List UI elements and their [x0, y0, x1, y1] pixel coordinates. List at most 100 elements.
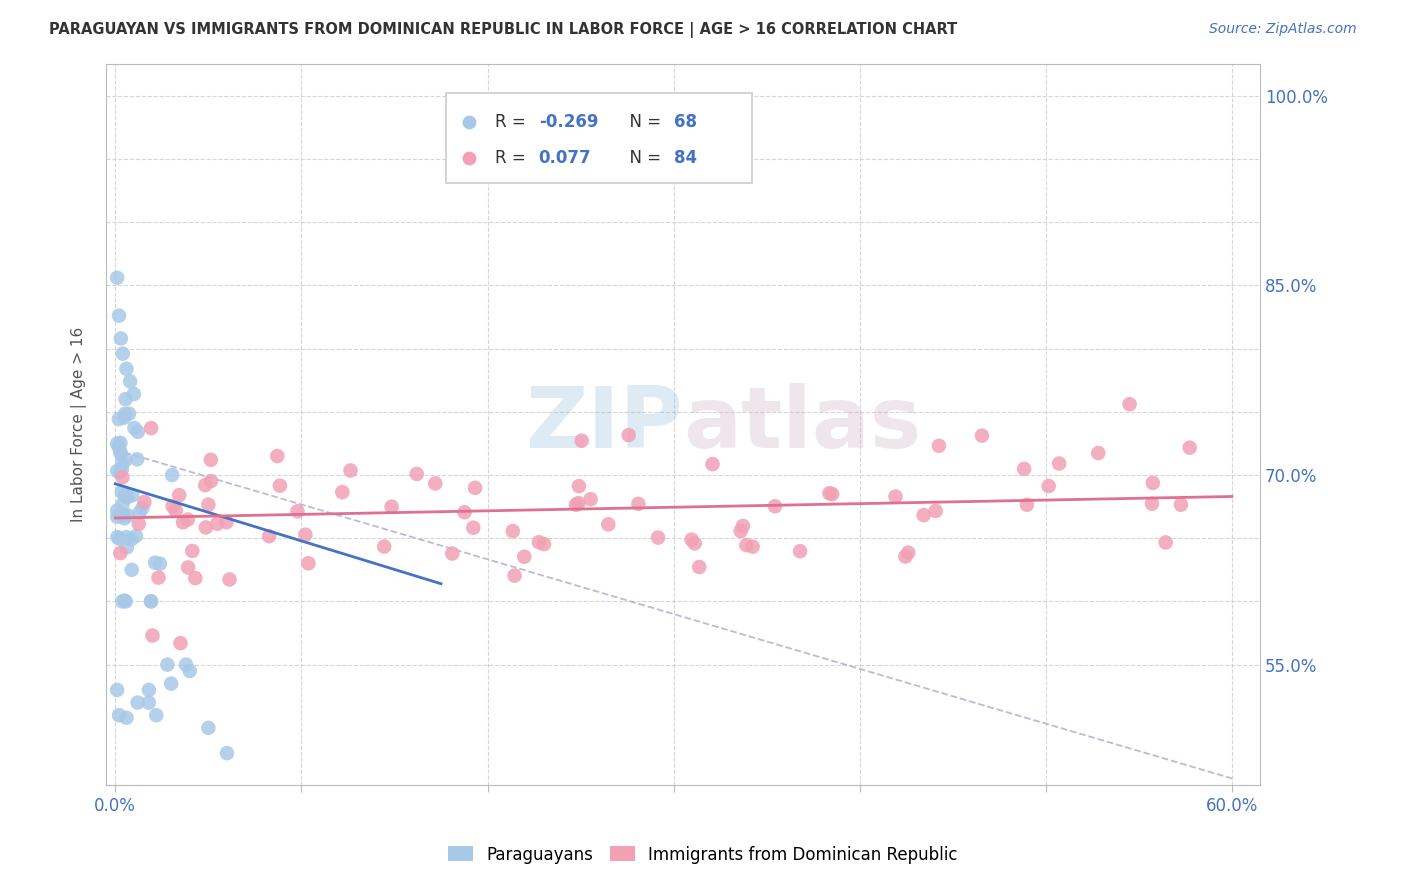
Text: 68: 68 [673, 112, 697, 131]
Point [122, 387, 145, 401]
Point [114, 594, 136, 608]
Point [107, 440, 129, 454]
Text: 84: 84 [673, 149, 697, 167]
Point [269, 478, 291, 492]
Point [339, 463, 361, 477]
Point [177, 512, 200, 526]
Point [730, 524, 752, 538]
Point [627, 497, 650, 511]
Point [141, 421, 163, 435]
Point [128, 516, 150, 531]
Point [105, 270, 128, 285]
Text: PARAGUAYAN VS IMMIGRANTS FROM DOMINICAN REPUBLIC IN LABOR FORCE | AGE > 16 CORRE: PARAGUAYAN VS IMMIGRANTS FROM DOMINICAN … [49, 22, 957, 38]
Point [1154, 535, 1177, 549]
Point [571, 434, 593, 448]
Point [568, 479, 591, 493]
Point [105, 464, 128, 478]
Point [690, 253, 713, 268]
Point [111, 594, 134, 608]
Point [125, 529, 148, 543]
Point [789, 544, 811, 558]
Point [115, 491, 138, 505]
Point [139, 594, 162, 608]
Text: N =: N = [620, 149, 666, 167]
Point [924, 504, 946, 518]
Point [533, 537, 555, 551]
Text: R =: R = [495, 149, 531, 167]
Point [114, 392, 136, 406]
Point [138, 696, 160, 710]
Point [735, 538, 758, 552]
Point [115, 711, 138, 725]
Text: R =: R = [495, 112, 531, 131]
Point [111, 457, 134, 471]
Point [373, 540, 395, 554]
Point [120, 375, 142, 389]
Point [114, 407, 136, 421]
Point [200, 452, 222, 467]
Point [297, 556, 319, 570]
Point [381, 500, 404, 514]
Point [120, 533, 142, 547]
Point [105, 682, 128, 697]
Point [131, 501, 153, 516]
Point [121, 563, 143, 577]
Point [108, 444, 131, 458]
Point [207, 516, 229, 531]
Text: atlas: atlas [683, 383, 921, 466]
Point [110, 331, 132, 345]
Point [174, 657, 197, 672]
Point [731, 519, 754, 533]
Point [105, 436, 128, 450]
Point [912, 508, 935, 522]
Point [156, 657, 179, 672]
Text: N =: N = [620, 112, 666, 131]
Text: 0.077: 0.077 [538, 149, 592, 167]
Point [287, 504, 309, 518]
Point [617, 428, 640, 442]
Y-axis label: In Labor Force | Age > 16: In Labor Force | Age > 16 [72, 326, 87, 522]
Point [928, 439, 950, 453]
Point [647, 531, 669, 545]
Point [502, 524, 524, 538]
Point [114, 453, 136, 467]
Point [121, 488, 143, 502]
Point [105, 509, 128, 524]
Point [294, 527, 316, 541]
Point [127, 696, 149, 710]
Point [145, 708, 167, 723]
Point [107, 530, 129, 544]
Point [172, 516, 194, 530]
Point [1140, 497, 1163, 511]
Point [114, 511, 136, 525]
Point [110, 546, 132, 560]
Point [690, 190, 713, 204]
Point [681, 533, 703, 547]
Point [105, 503, 128, 517]
Point [181, 544, 204, 558]
Point [177, 560, 200, 574]
Point [110, 447, 132, 461]
Point [143, 556, 166, 570]
Point [111, 461, 134, 475]
Point [197, 721, 219, 735]
Point [1142, 475, 1164, 490]
Point [463, 521, 485, 535]
Point [567, 496, 589, 510]
Point [115, 530, 138, 544]
Point [503, 568, 526, 582]
Point [821, 487, 844, 501]
Point [167, 488, 190, 502]
Point [702, 457, 724, 471]
FancyBboxPatch shape [446, 93, 752, 183]
Point [741, 540, 763, 554]
Point [112, 508, 135, 523]
Point [197, 498, 219, 512]
Point [683, 536, 706, 550]
Point [108, 465, 131, 479]
Point [134, 495, 156, 509]
Point [162, 500, 184, 514]
Point [897, 545, 920, 559]
Legend: Paraguayans, Immigrants from Dominican Republic: Paraguayans, Immigrants from Dominican R… [441, 839, 965, 871]
Point [127, 425, 149, 439]
